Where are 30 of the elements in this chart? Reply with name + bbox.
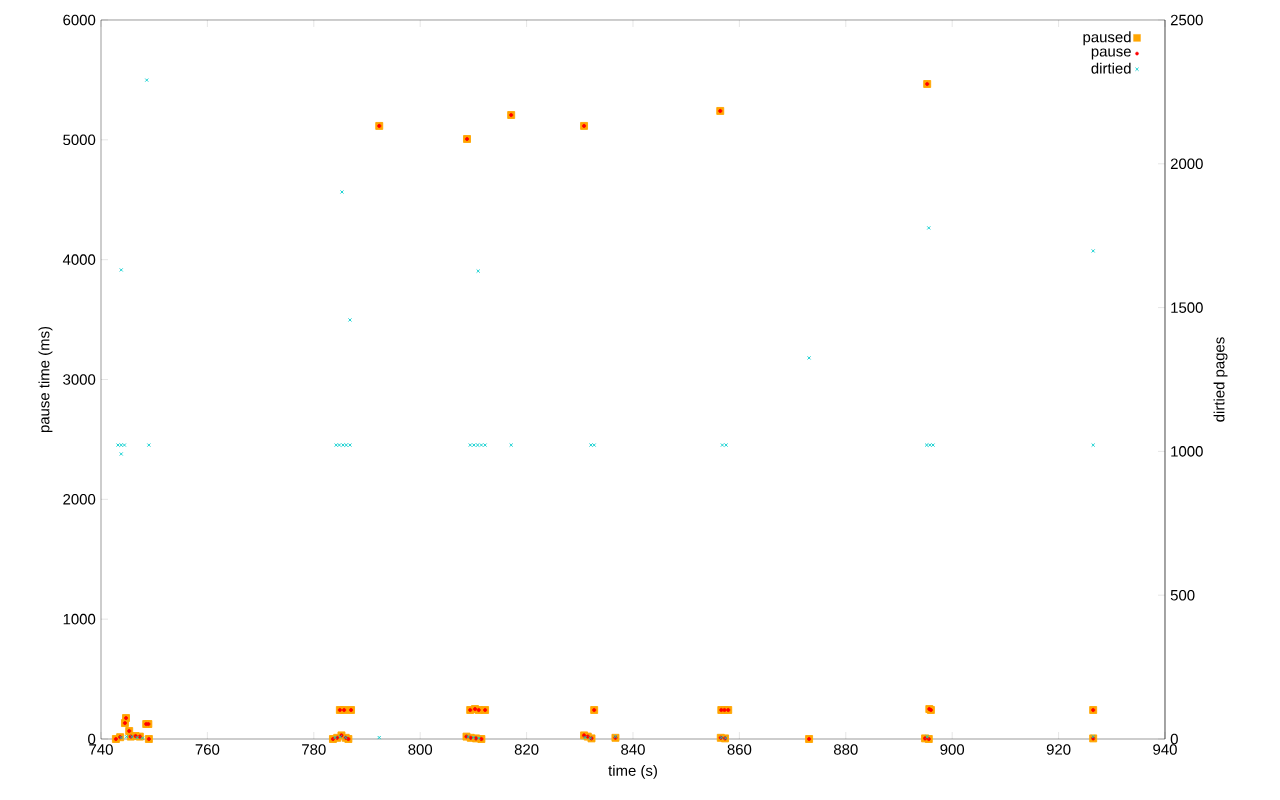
x-tick-label: 800 <box>408 744 433 755</box>
x-tick-label: 860 <box>727 744 752 755</box>
y-axis-title: pause time (ms) <box>38 326 53 433</box>
x-tick-label: 740 <box>89 744 113 755</box>
y-tick-label: 5000 <box>63 134 96 146</box>
legend-label: pause <box>1091 48 1131 60</box>
legend-label: dirtied <box>1091 62 1131 74</box>
y-tick-label: 6000 <box>63 14 96 26</box>
y2-tick-label: 2500 <box>1170 14 1203 26</box>
y2-axis-title: dirtied pages <box>1213 337 1228 422</box>
x-tick-label: 820 <box>514 744 539 755</box>
x-tick-label: 900 <box>940 744 965 755</box>
x-tick-label: 920 <box>1046 744 1071 755</box>
y-tick-label: 0 <box>88 733 96 745</box>
legend-label: paused <box>1083 31 1131 46</box>
y2-tick-label: 1000 <box>1171 446 1203 457</box>
y2-tick-label: 2000 <box>1170 158 1203 170</box>
x-tick-label: 880 <box>833 744 858 755</box>
y2-tick-label: 0 <box>1170 733 1178 745</box>
y-tick-label: 1000 <box>63 613 96 625</box>
x-tick-label: 940 <box>1153 744 1177 755</box>
y2-tick-label: 1500 <box>1171 302 1203 313</box>
x-tick-label: 840 <box>621 744 645 755</box>
y-tick-label: 3000 <box>63 374 96 385</box>
x-axis-title: time (s) <box>608 764 657 779</box>
y-tick-label: 4000 <box>62 254 96 265</box>
x-tick-label: 780 <box>302 744 326 755</box>
y2-tick-label: 500 <box>1170 589 1195 601</box>
x-tick-label: 760 <box>195 744 220 755</box>
y-tick-label: 2000 <box>63 494 96 505</box>
